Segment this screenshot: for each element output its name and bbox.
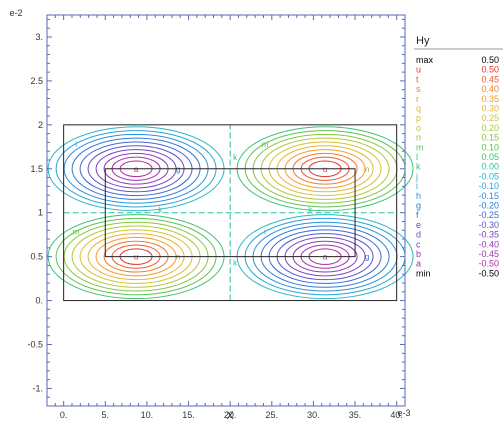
legend-entry-label: r [416,94,419,104]
y-tick-label: 0.5 [30,252,43,262]
contour-level-label: n [176,253,180,262]
legend-entry-value: -0.20 [478,201,499,211]
contour-level-label: k [308,206,313,215]
x-axis-label: X [226,410,234,421]
legend-entry-label: k [416,162,421,172]
legend-entry-value: -0.30 [478,220,499,230]
legend-entry-value: -0.15 [478,191,499,201]
legend-entry-value: 0.10 [481,142,499,152]
legend-entry-value: 0.50 [481,65,499,75]
y-tick-label: 1.5 [30,164,43,174]
contour-level-label: g [365,253,369,262]
legend-entry-value: -0.50 [478,268,499,278]
legend-entry-value: -0.05 [478,171,499,181]
y-axis-ticks: 3. 2.5 2 1.5 1 0.5 0. -0.5 -1. [27,18,405,407]
x-tick-label: 40. [390,410,403,420]
y-tick-label: 3. [35,32,43,42]
legend-entry-value: 0.40 [481,84,499,94]
legend-entry-value: 0.15 [481,133,499,143]
geometry-boxes [63,124,398,302]
legend-entry-label: max [416,55,434,65]
legend-entry-value: 0.25 [481,113,499,123]
legend-entry-label: t [416,74,419,84]
legend-entry-value: 0.35 [481,94,499,104]
legend-entry-label: s [416,84,421,94]
legend-entry-label: h [416,191,421,201]
contour-level-label: k [233,258,238,267]
y-tick-label: 2 [38,120,43,130]
legend-entry-label: n [416,133,421,143]
legend-entry-value: 0.00 [481,162,499,172]
legend-entry-label: o [416,123,421,133]
legend: Hy max 0.50 u 0.50 t 0.45 s 0.40 r 0.35 q 0.30 p 0.25… [414,35,503,278]
x-tick-label: 20. [224,410,237,420]
contour-level-label: u [134,253,138,262]
legend-entry-label: a [416,259,421,269]
legend-entry-value: 0.20 [481,123,499,133]
legend-entry-value: 0.30 [481,104,499,114]
legend-entry-label: l [416,152,418,162]
legend-entry-label: b [416,249,421,259]
y-tick-label: -0.5 [27,339,43,349]
legend-entry-label: min [416,268,431,278]
legend-entry-value: 0.50 [481,55,499,65]
x-tick-label: 35. [349,410,362,420]
x-tick-label: 25. [266,410,279,420]
legend-entry-label: d [416,230,421,240]
legend-entry-label: j [415,171,418,181]
x-tick-label: 5. [102,410,110,420]
x-tick-label: 0. [60,410,68,420]
legend-entry-value: 0.05 [481,152,499,162]
x-tick-label: 10. [141,410,154,420]
legend-entry-label: q [416,104,421,114]
legend-entry-value: 0.45 [481,74,499,84]
legend-entry-value: -0.45 [478,249,499,259]
legend-entry-label: p [416,113,421,123]
legend-title: Hy [416,35,430,47]
contour-level-label: i [264,228,266,237]
y-scale-label: e-2 [9,8,22,18]
outer-boundary [63,124,398,302]
legend-entry-value: -0.50 [478,259,499,269]
y-tick-label: 2.5 [30,76,43,86]
contour-level-label: m [73,228,80,237]
x-scale-label: e-3 [397,408,410,418]
legend-entry-label: e [416,220,421,230]
x-tick-label: 30. [307,410,320,420]
legend-entry-label: f [416,210,419,220]
axes: 0. 5. 10. 15. 20. 25. 30. 35. 40. 3.2.521.510.50… [9,8,410,422]
legend-entry-label: g [416,201,421,211]
legend-entry-label: i [416,181,418,191]
plot-frame [46,14,406,407]
inner-boundary [104,168,356,258]
legend-entry-label: u [416,65,421,75]
legend-entry-value: -0.40 [478,239,499,249]
x-tick-label: 15. [182,410,195,420]
legend-entry-label: m [416,142,424,152]
contour-level-label: k [158,206,163,215]
legend-entry-value: -0.35 [478,230,499,240]
contour-level-label: i [75,140,77,149]
y-tick-label: 0. [35,296,43,306]
legend-entry-value: -0.10 [478,181,499,191]
contour-level-label: k [233,153,238,162]
legend-entry-value: -0.25 [478,210,499,220]
y-tick-label: -1. [32,383,43,393]
contour-level-label: n [365,165,369,174]
x-axis-ticks: 0. 5. 10. 15. 20. 25. 30. 35. 40. [46,15,406,420]
y-tick-label: 1 [38,208,43,218]
contour-level-label: m [262,140,269,149]
legend-entry-label: c [416,239,421,249]
contour-level-label: a [323,253,328,262]
